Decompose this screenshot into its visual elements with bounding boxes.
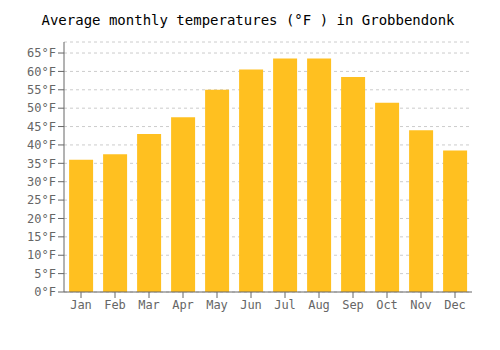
svg-text:Oct: Oct (376, 298, 398, 312)
svg-text:Nov: Nov (410, 298, 432, 312)
svg-text:Mar: Mar (138, 298, 160, 312)
svg-text:Jun: Jun (240, 298, 262, 312)
svg-text:45°F: 45°F (27, 120, 56, 134)
svg-text:25°F: 25°F (27, 193, 56, 207)
svg-text:65°F: 65°F (27, 46, 56, 60)
svg-text:Apr: Apr (172, 298, 194, 312)
svg-text:May: May (206, 298, 228, 312)
svg-text:0°F: 0°F (34, 285, 56, 299)
svg-text:Dec: Dec (444, 298, 466, 312)
svg-text:5°F: 5°F (34, 267, 56, 281)
svg-text:Jul: Jul (274, 298, 296, 312)
svg-text:Aug: Aug (308, 298, 330, 312)
svg-text:20°F: 20°F (27, 212, 56, 226)
svg-text:15°F: 15°F (27, 230, 56, 244)
svg-text:10°F: 10°F (27, 248, 56, 262)
svg-text:60°F: 60°F (27, 65, 56, 79)
svg-text:Feb: Feb (104, 298, 126, 312)
svg-text:Sep: Sep (342, 298, 364, 312)
svg-text:55°F: 55°F (27, 83, 56, 97)
svg-text:35°F: 35°F (27, 157, 56, 171)
svg-text:40°F: 40°F (27, 138, 56, 152)
svg-text:50°F: 50°F (27, 101, 56, 115)
svg-text:30°F: 30°F (27, 175, 56, 189)
svg-text:Jan: Jan (70, 298, 92, 312)
html-text:Average monthly temperatures (: Average monthly temperatures (°F ) in Gr… (41, 12, 455, 28)
